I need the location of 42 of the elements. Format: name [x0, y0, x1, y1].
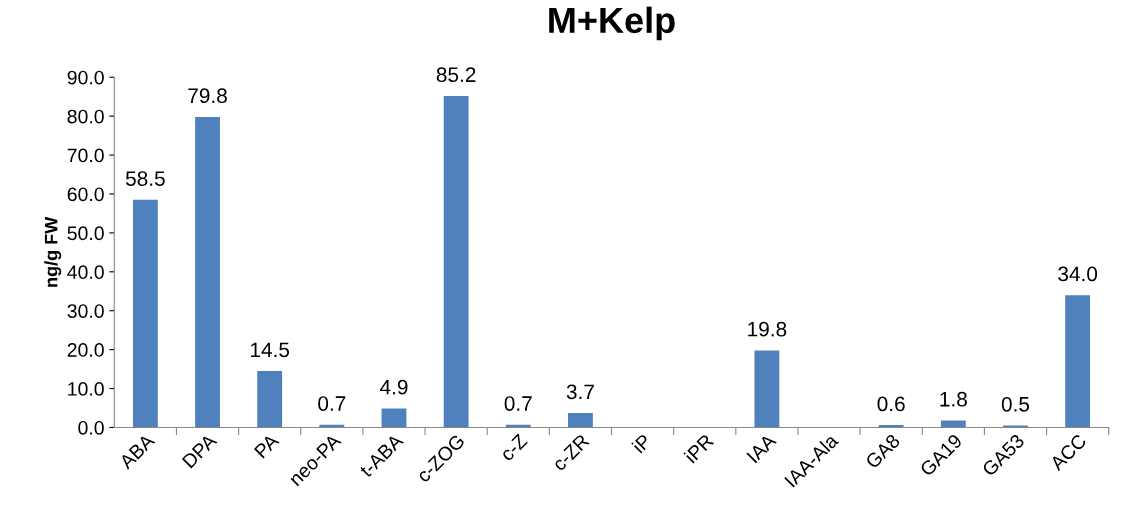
- y-tick-label: 0.0: [78, 420, 104, 435]
- chart-title: M+Kelp: [549, 6, 675, 41]
- bar: [132, 199, 158, 428]
- x-tick-label: ABA: [118, 432, 156, 470]
- bar: [568, 413, 593, 428]
- y-tick-label: 80.0: [67, 109, 104, 124]
- data-label: 14.5: [250, 342, 290, 358]
- data-label: 3.7: [566, 384, 594, 400]
- y-tick-label: 20.0: [67, 343, 104, 357]
- bar: [195, 116, 220, 428]
- x-tick-label: PA: [253, 432, 280, 459]
- data-label: 4.9: [379, 379, 408, 395]
- bar: [1065, 295, 1091, 428]
- y-tick-label: 40.0: [67, 265, 104, 280]
- data-label: 0.6: [877, 396, 905, 412]
- bar: [257, 371, 283, 428]
- y-axis-title: ng/g FW: [44, 216, 62, 287]
- x-tick-label: c-Z: [499, 433, 528, 462]
- data-label: 79.8: [188, 88, 227, 104]
- data-label: 34.0: [1058, 266, 1098, 282]
- data-label: 1.8: [940, 391, 967, 407]
- y-tick-label: 10.0: [68, 382, 104, 396]
- y-tick-label: 70.0: [67, 148, 104, 163]
- x-tick-label: DPA: [181, 432, 218, 469]
- data-label: 0.7: [318, 396, 346, 411]
- y-tick-label: 90.0: [67, 70, 104, 85]
- bar: [381, 408, 407, 428]
- y-tick-label: 60.0: [67, 187, 104, 202]
- bar: [754, 350, 780, 428]
- x-tick-label: iP: [631, 433, 652, 454]
- data-label: 0.7: [504, 396, 532, 411]
- x-tick-label: iPR: [683, 432, 715, 464]
- y-tick-label: 50.0: [67, 226, 104, 241]
- data-label: 85.2: [436, 67, 476, 83]
- data-label: 0.5: [1001, 396, 1030, 412]
- y-tick-label: 30.0: [67, 304, 104, 318]
- bar: [940, 420, 966, 428]
- x-tick-label: IAA: [746, 432, 777, 464]
- data-label: 19.8: [748, 321, 787, 337]
- data-label: 58.5: [125, 171, 165, 186]
- x-tick-label: GA8: [864, 433, 901, 470]
- bar: [443, 95, 469, 428]
